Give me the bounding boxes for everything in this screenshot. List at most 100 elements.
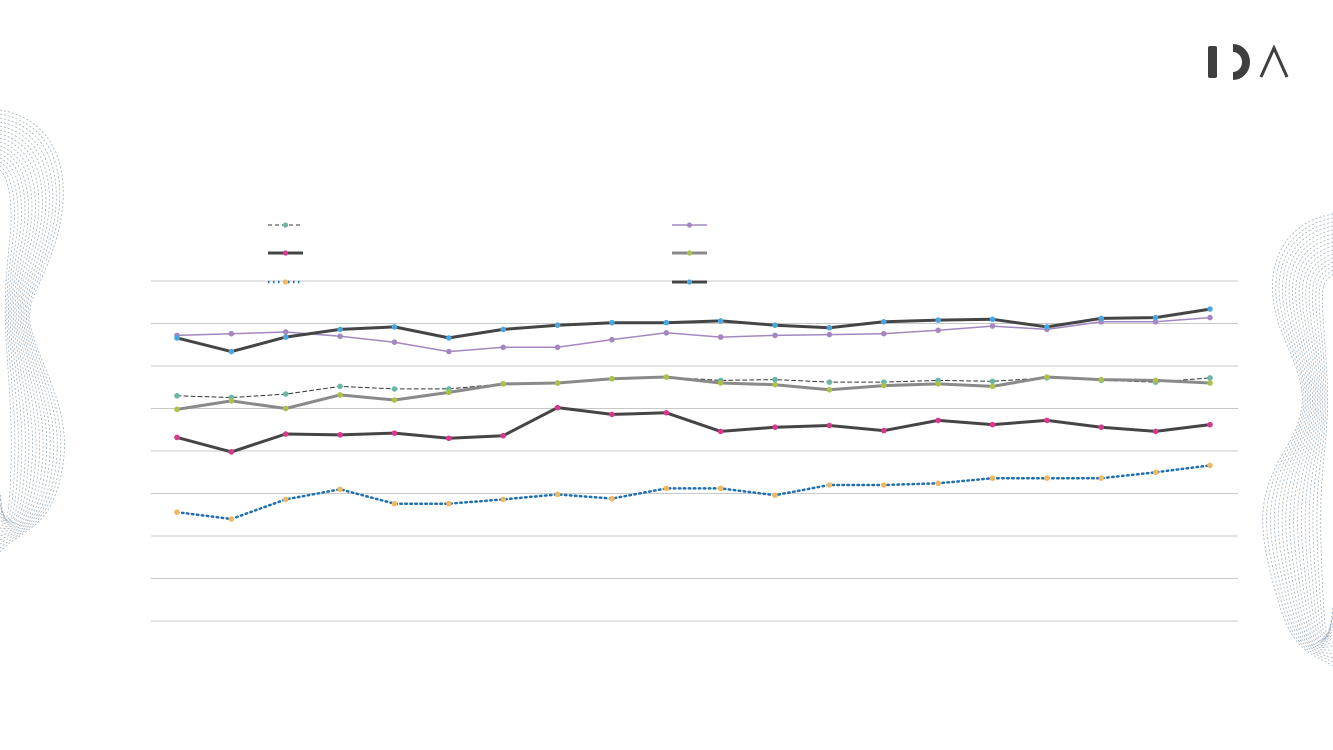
- chart-gridlines: [151, 280, 1238, 622]
- series-line: [175, 464, 1212, 521]
- legend-entry: [268, 222, 303, 228]
- data-point: [772, 322, 778, 329]
- data-point: [609, 319, 615, 326]
- data-point: [500, 344, 507, 351]
- contour-line: [1316, 269, 1333, 639]
- data-point: [554, 380, 561, 386]
- logo-d-shape: [1232, 44, 1250, 80]
- data-point: [446, 435, 452, 442]
- data-point: [1098, 315, 1105, 322]
- data-point: [1098, 376, 1105, 383]
- contour-line: [1277, 229, 1333, 651]
- data-point: [663, 319, 670, 326]
- legend-marker: [686, 222, 693, 228]
- contour-line: [0, 161, 19, 521]
- decorative-contour-lines-right: [1262, 213, 1333, 667]
- legend-entry: [672, 250, 707, 256]
- data-point: [1152, 428, 1159, 435]
- decorative-contour-lines-left: [0, 109, 65, 553]
- data-point: [337, 333, 343, 340]
- contour-line: [1270, 221, 1333, 659]
- data-point: [1152, 377, 1159, 384]
- data-point: [1207, 462, 1213, 469]
- data-point: [772, 381, 778, 388]
- data-point: [228, 516, 235, 522]
- data-point: [446, 389, 452, 396]
- contour-line: [0, 121, 55, 541]
- data-point: [554, 322, 561, 329]
- data-point: [935, 317, 941, 323]
- contour-line: [0, 109, 65, 553]
- data-point: [663, 409, 670, 416]
- contour-line: [1312, 265, 1333, 639]
- data-point: [826, 331, 833, 338]
- data-point: [391, 386, 398, 392]
- data-point: [717, 485, 724, 492]
- data-point: [935, 480, 941, 487]
- contour-line: [1273, 225, 1333, 655]
- data-point: [391, 324, 398, 330]
- series-line: [175, 375, 1212, 411]
- data-point: [1152, 469, 1159, 476]
- data-point: [174, 406, 180, 413]
- data-point: [717, 334, 724, 340]
- data-point: [663, 485, 670, 492]
- data-point: [1152, 314, 1159, 321]
- contour-line: [1308, 261, 1333, 640]
- contour-line: [0, 165, 16, 520]
- data-point: [880, 427, 887, 434]
- data-point: [935, 327, 941, 334]
- contour-line: [0, 149, 30, 524]
- legend-marker: [686, 250, 693, 256]
- data-point: [772, 424, 778, 431]
- data-point: [826, 387, 833, 393]
- series-2: [174, 314, 1213, 355]
- data-point: [282, 334, 289, 340]
- legend-entry: [268, 250, 303, 256]
- data-point: [228, 398, 235, 404]
- data-point: [337, 432, 343, 438]
- data-point: [772, 332, 778, 339]
- data-point: [989, 323, 996, 329]
- data-point: [282, 496, 289, 503]
- data-point: [1044, 324, 1050, 330]
- data-point: [228, 330, 235, 337]
- data-point: [989, 316, 996, 323]
- data-point: [609, 411, 615, 418]
- data-point: [282, 329, 289, 335]
- logo-lambda-shape: [1259, 44, 1289, 78]
- data-point: [880, 482, 887, 488]
- data-point: [174, 509, 180, 515]
- data-point: [989, 383, 996, 390]
- data-point: [1152, 319, 1159, 325]
- legend-marker: [686, 279, 693, 285]
- data-point: [500, 432, 507, 439]
- data-point: [1044, 475, 1050, 482]
- series-6: [174, 306, 1213, 355]
- data-point: [1207, 375, 1213, 381]
- contour-line: [0, 145, 33, 525]
- data-point: [391, 397, 398, 403]
- contour-line: [0, 153, 26, 523]
- data-point: [1044, 374, 1050, 380]
- contour-line: [0, 125, 51, 537]
- data-point: [554, 404, 561, 411]
- data-point: [772, 376, 778, 383]
- series-3: [174, 404, 1213, 455]
- data-point: [228, 449, 235, 455]
- legend-marker: [282, 250, 289, 256]
- ida-logo-icon: [1208, 44, 1289, 80]
- legend-marker: [282, 222, 289, 228]
- contour-line: [0, 113, 62, 549]
- contour-line: [1289, 241, 1333, 645]
- data-point: [1044, 417, 1050, 424]
- data-point: [989, 421, 996, 428]
- data-point: [391, 339, 398, 346]
- contour-line: [0, 129, 48, 533]
- data-point: [446, 335, 452, 341]
- data-point: [1098, 475, 1105, 482]
- series-5: [174, 462, 1213, 522]
- contour-line: [1320, 273, 1333, 638]
- data-point: [663, 330, 670, 336]
- data-point: [1098, 424, 1105, 431]
